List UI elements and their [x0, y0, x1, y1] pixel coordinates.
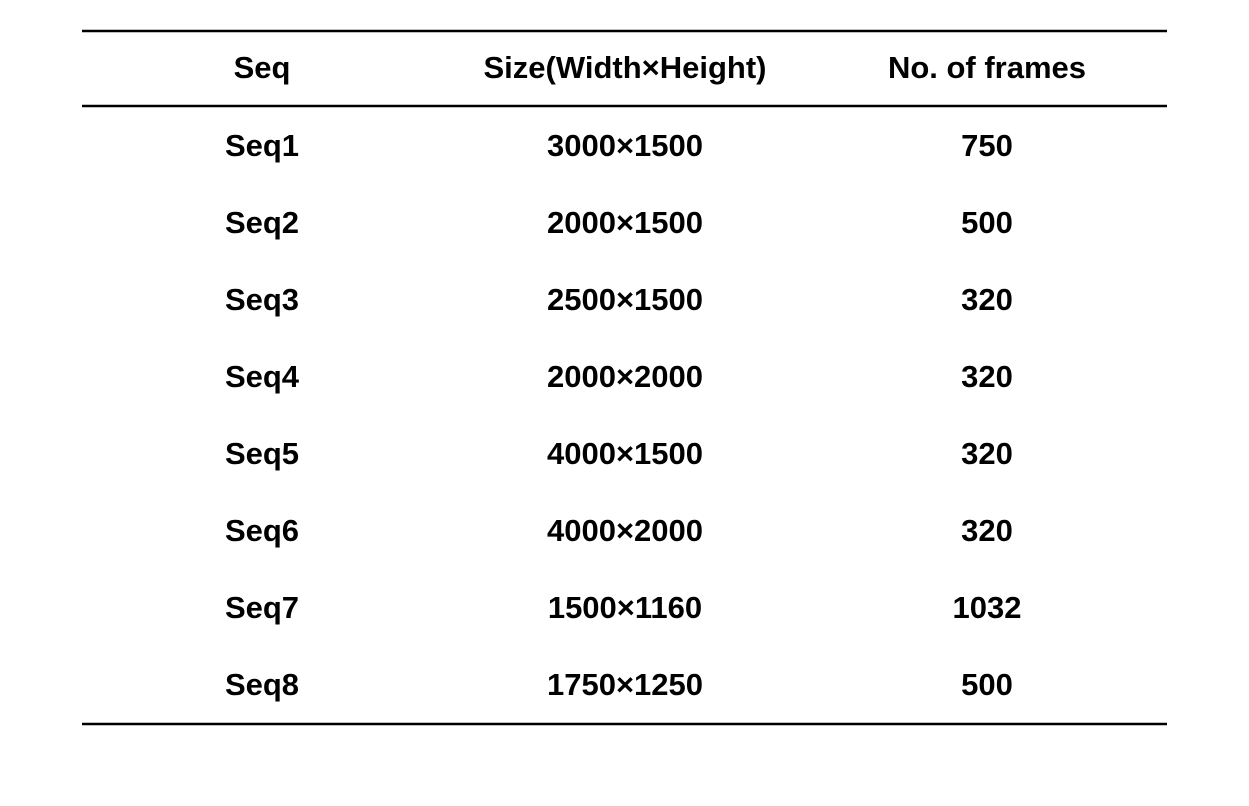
cell: 1500×1160 — [548, 590, 702, 625]
cell: 320 — [961, 436, 1013, 471]
cell: 2500×1500 — [547, 282, 703, 317]
cell: Seq6 — [225, 513, 299, 548]
cell: Seq4 — [225, 359, 300, 394]
cell: Seq8 — [225, 667, 299, 702]
cell: Seq2 — [225, 205, 299, 240]
header-cell: No. of frames — [888, 50, 1086, 85]
cell: Seq1 — [225, 128, 299, 163]
cell: 4000×2000 — [547, 513, 703, 548]
cell: 2000×1500 — [547, 205, 703, 240]
cell: 750 — [961, 128, 1013, 163]
cell: 1750×1250 — [547, 667, 703, 702]
cell: 4000×1500 — [547, 436, 703, 471]
cell: 2000×2000 — [547, 359, 703, 394]
cell: 500 — [961, 667, 1013, 702]
cell: 1032 — [953, 590, 1022, 625]
header-cell: Size(Width×Height) — [483, 50, 766, 85]
cell: Seq7 — [225, 590, 299, 625]
cell: Seq3 — [225, 282, 299, 317]
cell: 320 — [961, 282, 1013, 317]
cell: 500 — [961, 205, 1013, 240]
cell: Seq5 — [225, 436, 299, 471]
cell: 320 — [961, 513, 1013, 548]
header-cell: Seq — [234, 50, 291, 85]
cell: 320 — [961, 359, 1013, 394]
cell: 3000×1500 — [547, 128, 703, 163]
